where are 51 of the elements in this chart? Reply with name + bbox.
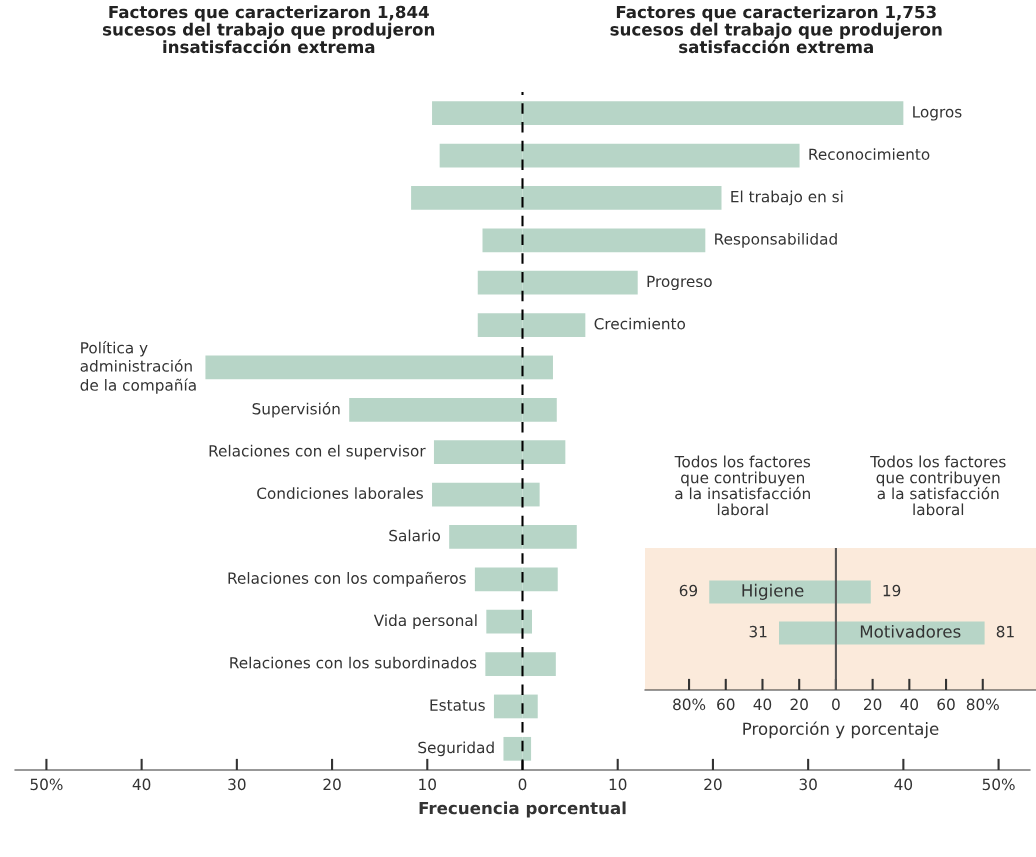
annotation: Todos los factores que contribuyen a la insatisfacción laboral [674, 455, 811, 516]
annotation: 19 [883, 584, 901, 597]
x-tick-label: 80% [673, 698, 706, 711]
x-tick-label: 10 [419, 778, 436, 791]
y-tick-label: Progreso [647, 275, 712, 291]
annotation: Todos los factores que contribuyen a la satisfacción laboral [870, 455, 1006, 516]
x-tick-label: 40 [900, 698, 919, 711]
y-tick-label: Supervisión [252, 402, 340, 418]
y-tick-label: Reconocimiento [809, 148, 930, 160]
x-axis-title: Proporción y porcentaje [743, 721, 939, 739]
annotation: 69 [679, 584, 698, 597]
x-tick-label: 50% [30, 778, 63, 791]
annotation: 31 [749, 625, 767, 638]
y-tick-label: Higiene [742, 583, 804, 600]
x-tick-label: 80% [966, 698, 999, 711]
bar [779, 621, 836, 645]
x-tick-label: 40 [132, 778, 151, 791]
text: Factores que caracterizaron 1,844 sucesos del trabajo que produjeron insatisfacción extrema [103, 5, 435, 54]
x-tick-label: 0 [832, 698, 840, 711]
y-tick-label: Responsabilidad [715, 232, 837, 248]
x-tick-label: 20 [704, 778, 722, 791]
x-tick-label: 40 [894, 778, 913, 791]
y-tick-label: Relaciones con los subordinados [230, 656, 477, 669]
x-tick-label: 20 [323, 778, 341, 791]
y-tick-label: Salario [389, 529, 441, 542]
x-tick-label: 60 [937, 698, 955, 711]
x-tick-label: 50% [982, 778, 1015, 791]
y-tick-label: Relaciones con el supervisor [209, 444, 426, 460]
y-tick-label: Motivadores [860, 624, 961, 638]
x-tick-label: 20 [864, 698, 882, 711]
text: Factores que caracterizaron 1,753 sucesos del trabajo que produjeron satisfacción extrema [610, 5, 942, 54]
x-tick-label: 30 [228, 778, 246, 791]
annotation: 81 [996, 625, 1014, 638]
x-tick-label: 30 [799, 778, 817, 791]
bar [835, 580, 871, 604]
y-tick-label: Seguridad [418, 741, 494, 757]
x-tick-label: 0 [518, 778, 527, 791]
x-axis-title: Frecuencia porcentual [419, 801, 626, 818]
bar [709, 580, 836, 604]
x-tick-label: 20 [790, 698, 808, 711]
y-tick-label: Estatus [430, 699, 485, 711]
y-tick-label: El trabajo en si [731, 190, 843, 206]
y-tick-label: Vida personal [373, 614, 477, 630]
x-tick-label: 10 [609, 778, 627, 791]
y-tick-label: Crecimiento [594, 317, 686, 330]
y-tick-label: Condiciones laborales [257, 487, 423, 499]
y-tick-label: Logros [913, 106, 962, 121]
x-tick-label: 40 [753, 698, 772, 711]
y-tick-label: Relaciones con los compañeros [228, 571, 466, 587]
y-tick-label: Política y administración de la compañía [80, 341, 196, 394]
x-tick-label: 60 [717, 698, 735, 711]
